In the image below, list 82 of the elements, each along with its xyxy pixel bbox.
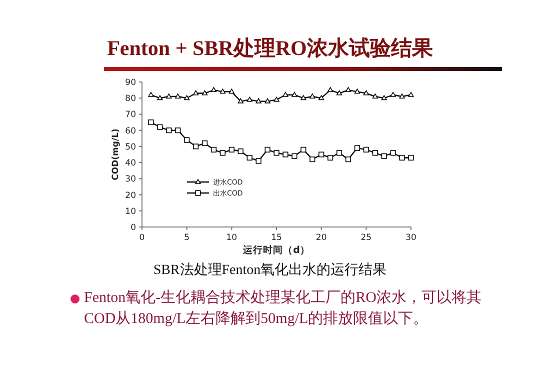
y-tick-label: 0 xyxy=(130,223,136,233)
point xyxy=(274,96,280,102)
point xyxy=(408,154,414,161)
point xyxy=(336,90,342,96)
point xyxy=(166,94,172,98)
x-tick-label: 10 xyxy=(226,233,238,243)
point xyxy=(328,154,334,161)
y-tick-label: 50 xyxy=(125,142,136,152)
point xyxy=(318,95,324,100)
y-tick-label: 40 xyxy=(125,158,136,169)
point xyxy=(157,95,163,100)
y-tick-label: 20 xyxy=(125,190,136,201)
point xyxy=(318,152,324,158)
y-tick-label: 80 xyxy=(125,94,136,104)
point xyxy=(148,92,154,97)
point xyxy=(354,88,360,94)
point xyxy=(282,152,288,158)
point xyxy=(238,148,244,154)
point xyxy=(228,88,234,94)
point xyxy=(157,124,163,130)
point xyxy=(310,156,316,162)
point xyxy=(345,87,352,92)
x-tick-label: 5 xyxy=(184,233,190,243)
point xyxy=(175,128,181,134)
title: Fenton + SBR处理RO浓水试验结果 xyxy=(106,35,434,62)
point xyxy=(202,90,208,96)
point xyxy=(390,92,396,97)
y-tick-label: 30 xyxy=(125,174,136,185)
point xyxy=(264,98,270,104)
point xyxy=(220,150,226,156)
point xyxy=(372,94,378,98)
point xyxy=(399,154,405,161)
point xyxy=(300,146,306,152)
point xyxy=(220,88,226,94)
point xyxy=(408,92,414,97)
y-axis-title: COD(mg/L) xyxy=(111,128,121,180)
y-tick-label: 70 xyxy=(125,110,136,120)
point xyxy=(228,146,234,152)
point xyxy=(381,153,387,159)
point xyxy=(310,94,316,98)
point xyxy=(175,94,181,98)
annotation: Fenton氧化-生化耦合技术处理某化工厂的RO浓水，可以将其COD从180mg/L左右降解到50mg/L的排放限值以下。 xyxy=(84,288,482,329)
point xyxy=(282,92,288,97)
point xyxy=(292,92,298,97)
x-axis-title: 运行时间（d） xyxy=(242,244,310,256)
annotation: SBR法处理Fenton氧化出水的运行结果 xyxy=(152,262,388,279)
point xyxy=(210,146,217,152)
point xyxy=(166,128,172,134)
point xyxy=(202,140,208,146)
point xyxy=(264,146,270,152)
x-tick-label: 0 xyxy=(139,233,145,243)
point xyxy=(246,154,252,161)
y-tick-label: 10 xyxy=(125,206,136,217)
point xyxy=(363,146,369,152)
point xyxy=(363,90,369,96)
point xyxy=(372,150,378,156)
point xyxy=(238,98,244,104)
point xyxy=(274,150,280,156)
point xyxy=(328,87,334,92)
y-tick-label: 60 xyxy=(125,126,136,136)
point xyxy=(381,95,387,100)
point xyxy=(256,98,262,104)
point xyxy=(246,96,252,102)
point xyxy=(184,95,190,100)
point xyxy=(184,137,190,143)
y-tick-label: 90 xyxy=(125,78,136,88)
x-tick-label: 20 xyxy=(316,233,327,243)
point xyxy=(193,144,199,150)
point xyxy=(390,150,396,156)
point xyxy=(399,94,405,98)
x-tick-label: 25 xyxy=(360,233,372,243)
point xyxy=(345,156,352,162)
x-tick-label: 30 xyxy=(406,233,416,243)
point xyxy=(256,158,262,164)
point xyxy=(292,153,298,159)
point xyxy=(354,145,360,151)
point xyxy=(148,119,154,126)
point xyxy=(300,95,306,100)
point xyxy=(336,150,342,156)
point xyxy=(193,90,199,96)
x-tick-label: 15 xyxy=(271,233,282,243)
point xyxy=(210,87,217,92)
